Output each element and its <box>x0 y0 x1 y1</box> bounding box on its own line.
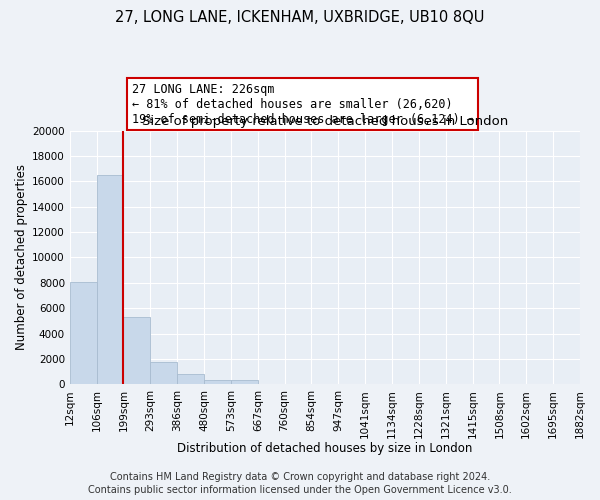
Text: Contains HM Land Registry data © Crown copyright and database right 2024.
Contai: Contains HM Land Registry data © Crown c… <box>88 472 512 495</box>
Bar <box>204 380 231 384</box>
Bar <box>124 317 151 384</box>
Bar <box>151 362 177 384</box>
Text: 27, LONG LANE, ICKENHAM, UXBRIDGE, UB10 8QU: 27, LONG LANE, ICKENHAM, UXBRIDGE, UB10 … <box>115 10 485 25</box>
Y-axis label: Number of detached properties: Number of detached properties <box>15 164 28 350</box>
X-axis label: Distribution of detached houses by size in London: Distribution of detached houses by size … <box>177 442 473 455</box>
Bar <box>97 175 124 384</box>
Bar <box>177 374 204 384</box>
Bar <box>231 380 258 384</box>
Title: Size of property relative to detached houses in London: Size of property relative to detached ho… <box>142 115 508 128</box>
Bar <box>70 282 97 384</box>
Text: 27 LONG LANE: 226sqm
← 81% of detached houses are smaller (26,620)
19% of semi-d: 27 LONG LANE: 226sqm ← 81% of detached h… <box>131 82 473 126</box>
